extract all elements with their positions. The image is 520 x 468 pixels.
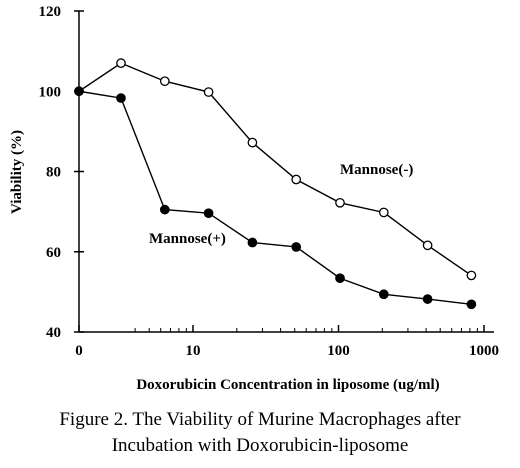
- data-point-mannose-minus: [247, 137, 258, 148]
- data-point-mannose-minus: [335, 197, 345, 208]
- series-lines: [78, 62, 472, 306]
- x-axis-ticks: 0 10 100 1000: [75, 325, 499, 359]
- data-point-mannose-minus: [203, 87, 214, 97]
- data-point-mannose-plus: [335, 273, 345, 284]
- data-point-mannose-plus: [116, 93, 126, 103]
- y-axis-ticks: 40 60 80 100 120: [39, 4, 84, 341]
- figure-caption-line-2: Incubation with Doxorubicin-liposome: [111, 435, 409, 456]
- viability-chart: 40 60 80 100 120 0 10 100 1000 Viability (%) Do…: [9, 4, 499, 393]
- y-axis-title: Viability (%): [9, 130, 25, 214]
- x-tick-label: 1000: [469, 343, 499, 359]
- y-tick-label: 100: [39, 84, 62, 100]
- data-point-mannose-plus: [466, 299, 477, 310]
- data-point-mannose-minus: [378, 207, 389, 218]
- data-point-mannose-minus: [466, 270, 477, 281]
- data-point-mannose-plus: [291, 242, 302, 252]
- data-point-mannose-plus: [422, 294, 433, 304]
- data-point-mannose-plus: [247, 237, 258, 248]
- series-label-mannose-minus: Mannose(-): [340, 162, 413, 178]
- data-point-mannose-plus: [203, 208, 214, 219]
- series-label-mannose-plus: Mannose(+): [149, 231, 226, 247]
- x-tick-label: 0: [75, 343, 83, 359]
- series-line-mannose-minus: [78, 62, 472, 277]
- x-tick-label: 100: [327, 343, 350, 359]
- data-point-mannose-plus: [159, 204, 170, 215]
- y-tick-label: 60: [46, 245, 61, 261]
- data-point-mannose-minus: [116, 58, 126, 69]
- figure-caption-line-1: Figure 2. The Viability of Murine Macrop…: [59, 409, 461, 430]
- y-tick-label: 80: [46, 165, 61, 181]
- x-axis-title: Doxorubicin Concentration in liposome (u…: [136, 377, 439, 393]
- data-point-mannose-plus: [74, 86, 84, 97]
- data-point-mannose-minus: [422, 240, 433, 251]
- y-tick-label: 120: [39, 4, 62, 20]
- series-line-mannose-plus: [78, 90, 472, 306]
- data-point-mannose-minus: [159, 76, 170, 87]
- x-tick-label: 10: [186, 343, 201, 359]
- data-point-mannose-minus: [291, 174, 302, 185]
- series-points: [74, 58, 477, 310]
- y-tick-label: 40: [46, 325, 61, 341]
- data-point-mannose-plus: [378, 289, 389, 300]
